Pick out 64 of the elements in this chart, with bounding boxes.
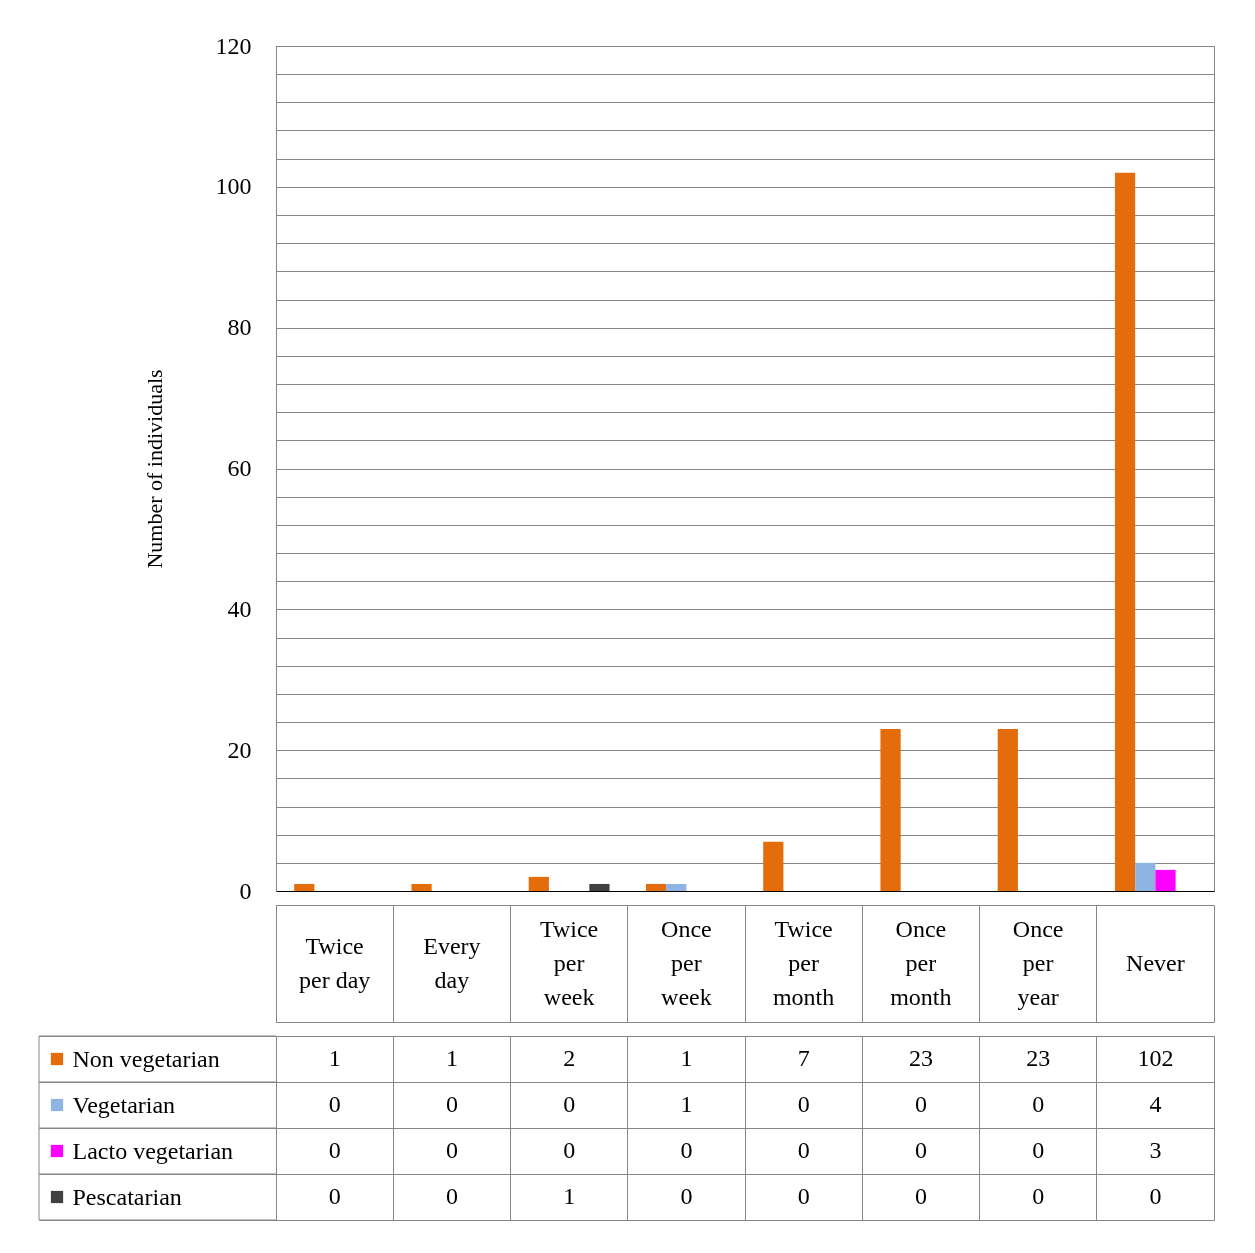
- y-tick-label: 20: [227, 736, 252, 763]
- data-label: 23: [908, 1045, 933, 1071]
- y-axis-title: Number of individuals: [141, 369, 167, 569]
- x-tick-label: Twice per week: [539, 915, 599, 1010]
- data-label: 0: [445, 1183, 458, 1209]
- data-label: 0: [914, 1091, 927, 1117]
- data-label: 1: [445, 1045, 458, 1071]
- data-label: 1: [563, 1183, 576, 1209]
- bar: [645, 883, 667, 891]
- legend-label: Non vegetarian: [72, 1045, 220, 1072]
- legend-label: Vegetarian: [72, 1091, 176, 1118]
- legend-label: Lacto vegetarian: [72, 1137, 234, 1164]
- data-label: 1: [680, 1045, 693, 1071]
- data-label: 0: [1032, 1183, 1045, 1209]
- y-tick-label: 0: [239, 877, 252, 904]
- data-label: 3: [1149, 1137, 1162, 1163]
- bar: [411, 883, 432, 891]
- data-label: 0: [445, 1137, 458, 1163]
- data-label: 0: [797, 1183, 810, 1209]
- y-tick-label: 100: [215, 173, 252, 200]
- bar: [997, 729, 1018, 891]
- bar: [528, 876, 549, 891]
- data-label: 4: [1149, 1091, 1162, 1117]
- x-tick-label: Every day: [423, 932, 481, 993]
- legend-label: Pescatarian: [72, 1183, 182, 1210]
- data-label: 0: [797, 1091, 810, 1117]
- bar: [1135, 862, 1156, 891]
- data-label: 0: [563, 1091, 576, 1117]
- data-label: 0: [445, 1091, 458, 1117]
- y-tick-label: 120: [215, 32, 252, 59]
- bar: [1114, 172, 1136, 891]
- data-label: 7: [797, 1045, 810, 1071]
- data-label: 0: [563, 1137, 576, 1163]
- data-label: 0: [680, 1183, 693, 1209]
- data-label: 0: [1149, 1183, 1162, 1209]
- x-tick-label: Once per year: [1012, 915, 1064, 1010]
- y-tick-label: 80: [227, 314, 252, 341]
- bar: [294, 883, 315, 891]
- x-tick-label: Twice per day: [298, 932, 371, 993]
- data-label: 102: [1137, 1045, 1174, 1071]
- y-tick-label: 60: [227, 455, 252, 481]
- data-label: 0: [680, 1137, 693, 1163]
- x-tick-label: Once per month: [890, 915, 952, 1010]
- data-label: 0: [328, 1091, 341, 1117]
- bar: [666, 883, 687, 891]
- data-label: 1: [680, 1091, 693, 1117]
- data-label: 0: [328, 1137, 341, 1163]
- data-label: 0: [1032, 1137, 1045, 1163]
- x-tick-label: Never: [1126, 949, 1185, 976]
- data-label: 23: [1026, 1045, 1051, 1071]
- data-label: 0: [914, 1183, 927, 1209]
- data-label: 0: [1032, 1091, 1045, 1117]
- data-label: 0: [914, 1137, 927, 1163]
- bar: [880, 729, 901, 891]
- data-label: 2: [563, 1045, 576, 1071]
- y-tick-label: 40: [227, 595, 252, 622]
- x-tick-label: Twice per month: [772, 915, 835, 1010]
- data-label: 0: [328, 1183, 341, 1209]
- bar: [589, 883, 610, 891]
- bar: [763, 841, 784, 891]
- data-label: 0: [797, 1137, 810, 1163]
- bar: [1155, 869, 1176, 891]
- x-tick-label: Once per week: [661, 915, 712, 1010]
- data-label: 1: [328, 1045, 341, 1071]
